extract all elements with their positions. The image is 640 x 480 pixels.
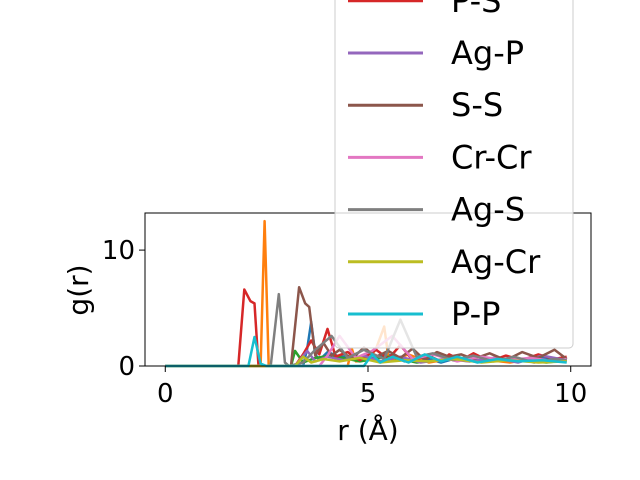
x-tick-label: 5: [360, 379, 377, 409]
y-axis-label: g(r): [62, 264, 95, 315]
legend-label: Ag-Cr: [451, 243, 541, 281]
x-axis-label: r (Å): [337, 413, 398, 447]
legend-label: Cr-Cr: [451, 138, 532, 176]
y-tick-label: 10: [102, 236, 135, 266]
legend-label: Ag-P: [451, 34, 524, 72]
plot-lines: [165, 219, 568, 368]
y-tick-label: 0: [118, 352, 135, 382]
y-ticks: 0 10: [102, 236, 145, 382]
series-line-ag-s: [165, 292, 567, 368]
legend-label: S-S: [451, 86, 503, 124]
x-tick-label: 10: [554, 379, 587, 409]
legend-label: P-S: [451, 0, 501, 20]
legend-label: P-P: [451, 295, 500, 333]
x-ticks: 0 5 10: [157, 366, 587, 409]
legend-label: Ag-S: [451, 191, 525, 229]
x-tick-label: 0: [157, 379, 174, 409]
series-line-p-p: [165, 335, 567, 368]
